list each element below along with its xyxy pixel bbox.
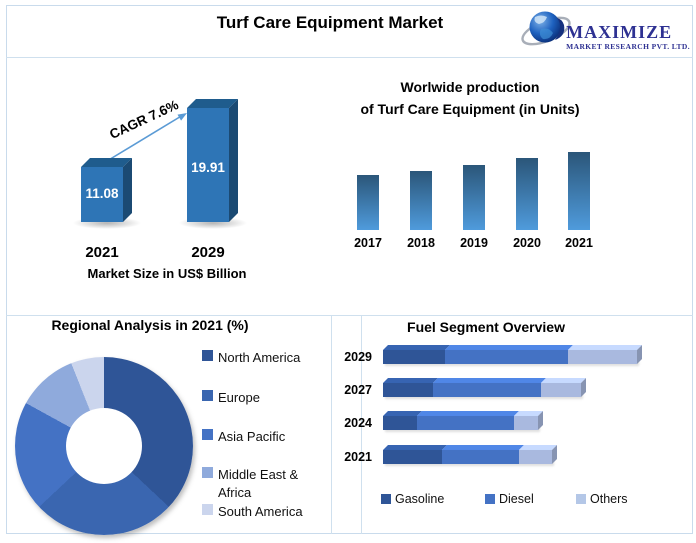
regional-legend-item: Middle East & Africa (202, 466, 330, 501)
production-bar (568, 152, 590, 230)
regional-legend-item: North America (202, 349, 330, 367)
legend-swatch (381, 494, 391, 504)
fuel-title: Fuel Segment Overview (407, 319, 565, 335)
legend-label: Others (590, 492, 628, 506)
regional-legend-item: Europe (202, 389, 330, 407)
production-title-line2: of Turf Care Equipment (in Units) (360, 101, 580, 117)
regional-legend-item: Asia Pacific (202, 428, 330, 446)
legend-label: Europe (218, 390, 260, 405)
header-divider (6, 57, 693, 58)
fuel-segment-gasoline (383, 350, 445, 364)
production-bar (410, 171, 432, 230)
logo-text: MAXIMIZE (566, 22, 673, 42)
legend-swatch (202, 350, 213, 361)
production-year-label: 2017 (354, 236, 382, 250)
fuel-year-label: 2027 (344, 383, 372, 397)
regional-legend-item: South America (202, 503, 330, 521)
mid-divider (6, 315, 693, 316)
legend-swatch (202, 504, 213, 515)
production-bar (463, 165, 485, 230)
page-title: Turf Care Equipment Market (216, 13, 444, 32)
fuel-segment-others (519, 450, 552, 464)
fuel-bar (383, 383, 581, 397)
year-label: 2029 (191, 244, 225, 261)
legend-label: North America (218, 350, 301, 365)
fuel-bar (383, 416, 538, 430)
column-value-label: 19.91 (191, 160, 225, 175)
production-year-label: 2021 (565, 236, 593, 250)
regional-title: Regional Analysis in 2021 (%) (51, 317, 249, 333)
globe-icon (521, 11, 571, 46)
cagr-arrow-icon (106, 113, 187, 162)
production-bar (516, 158, 538, 230)
legend-swatch (485, 494, 495, 504)
brand-logo: MAXIMIZE MARKET RESEARCH PVT. LTD. (520, 6, 690, 54)
column-side-face (229, 99, 238, 222)
production-year-label: 2019 (460, 236, 488, 250)
column-3d: 11.08 (81, 158, 132, 222)
bottom-left-panel-border (331, 315, 332, 534)
production-bar (357, 175, 379, 230)
legend-swatch (202, 429, 213, 440)
production-year-label: 2018 (407, 236, 435, 250)
production-title-line1: Worlwide production (400, 79, 540, 95)
legend-label: Diesel (499, 492, 534, 506)
production-year-label: 2020 (513, 236, 541, 250)
logo-subtitle: MARKET RESEARCH PVT. LTD. (566, 42, 690, 51)
fuel-segment-diesel (433, 383, 541, 397)
legend-label: Asia Pacific (218, 429, 286, 444)
legend-swatch (202, 467, 213, 478)
regional-donut-chart (15, 357, 193, 535)
bottom-right-panel-border (361, 315, 362, 534)
fuel-segment-others (568, 350, 637, 364)
legend-swatch (202, 390, 213, 401)
legend-label: South America (218, 504, 303, 519)
column-front-face (187, 108, 229, 222)
fuel-legend-item: Others (576, 492, 628, 506)
column-front-face (81, 167, 123, 222)
column-3d: 19.91 (187, 99, 238, 222)
fuel-bar (383, 450, 552, 464)
fuel-segment-diesel (417, 416, 514, 430)
legend-label: Middle East & Africa (218, 467, 299, 500)
column-side-face (123, 158, 132, 222)
legend-label: Gasoline (395, 492, 445, 506)
fuel-segment-others (541, 383, 581, 397)
market-size-caption: Market Size in US$ Billion (87, 266, 247, 281)
fuel-legend-item: Gasoline (381, 492, 444, 506)
year-label: 2021 (85, 244, 119, 261)
column-value-label: 11.08 (85, 186, 119, 201)
fuel-year-label: 2024 (344, 416, 372, 430)
fuel-segment-gasoline (383, 383, 433, 397)
fuel-segment-diesel (442, 450, 519, 464)
legend-swatch (576, 494, 586, 504)
fuel-segment-gasoline (383, 416, 417, 430)
fuel-year-label: 2029 (344, 350, 372, 364)
fuel-segment-others (514, 416, 538, 430)
fuel-bar (383, 350, 637, 364)
page-border (6, 5, 693, 534)
fuel-segment-gasoline (383, 450, 442, 464)
fuel-segment-diesel (445, 350, 568, 364)
donut-hole (66, 408, 142, 484)
fuel-year-label: 2021 (344, 450, 372, 464)
fuel-legend-item: Diesel (485, 492, 534, 506)
